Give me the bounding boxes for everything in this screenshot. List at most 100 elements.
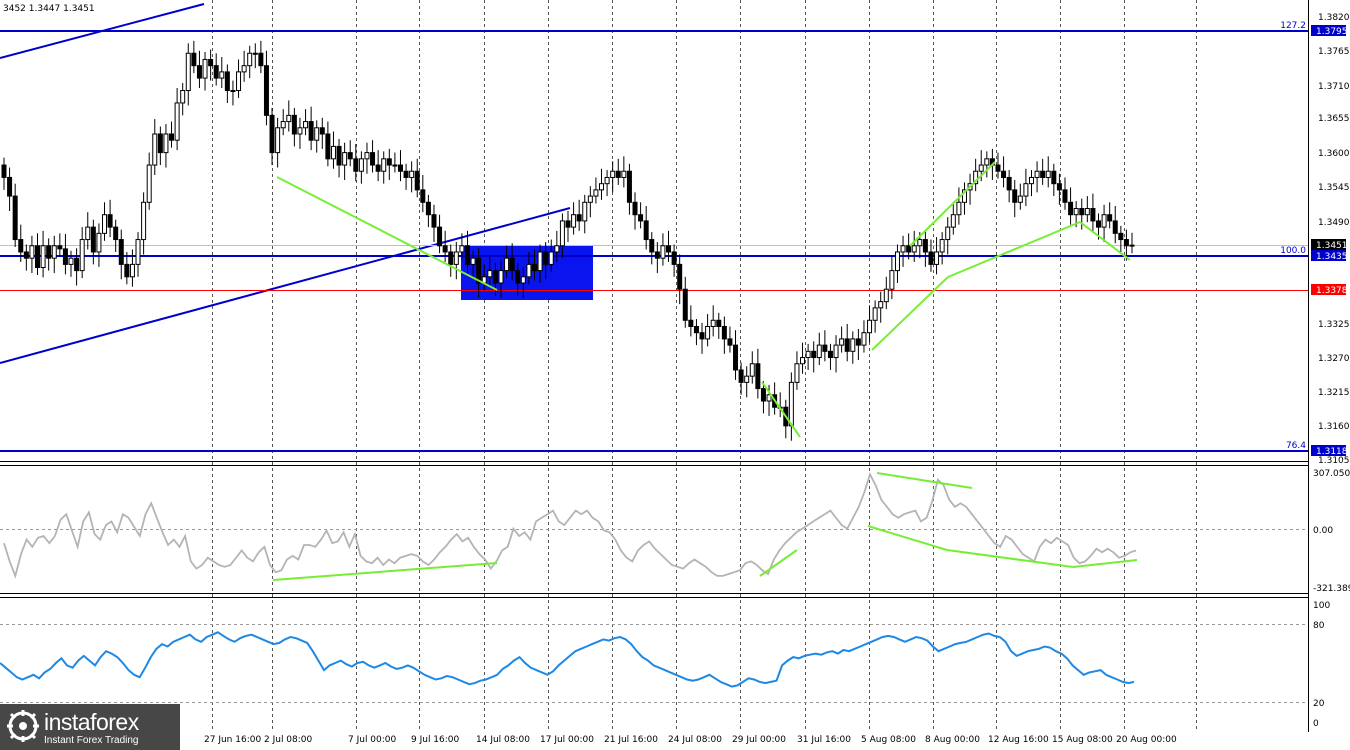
cci-tick-label: 0.00 — [1313, 526, 1333, 536]
candle-body — [180, 90, 186, 104]
candle-body — [638, 214, 644, 222]
candle-body — [1001, 170, 1007, 178]
candle-body — [308, 121, 314, 141]
candle-body — [604, 176, 610, 185]
fib-label: 76.4 — [1286, 441, 1306, 451]
candle-body — [554, 245, 560, 253]
candle-body — [336, 145, 342, 166]
candle-body — [96, 232, 102, 253]
candle-body — [515, 270, 521, 284]
candle-body — [46, 245, 52, 259]
time-tick-label: 20 Aug 00:00 — [1116, 735, 1177, 745]
price-tag-1.3118: 1.3118 — [1311, 445, 1348, 457]
candle-body — [1129, 244, 1135, 247]
candle-body — [102, 214, 108, 234]
candle-body — [811, 350, 817, 359]
candle-body — [219, 71, 225, 79]
cci-tick-label: -321.3899 — [1313, 584, 1350, 594]
candle-body — [950, 214, 956, 228]
candle-body — [738, 369, 744, 383]
candle-body — [956, 201, 962, 216]
price-tag-1.3795: 1.3795 — [1311, 25, 1348, 37]
candle-body — [827, 350, 833, 359]
candle-body — [816, 344, 822, 359]
price-tick-label: 1.3820 — [1318, 13, 1350, 23]
price-axis: 1.3820 1.3765 1.3710 1.3655 1.3600 1.354… — [1318, 13, 1350, 466]
candle-body — [169, 133, 175, 141]
candle-body — [531, 263, 537, 272]
candle-body — [520, 276, 526, 284]
candle-body — [733, 344, 739, 371]
candle-body — [599, 183, 605, 191]
candle-body — [135, 239, 141, 265]
cci-divergence-line — [867, 525, 948, 551]
candle-body — [437, 226, 443, 247]
candle-body — [23, 251, 29, 259]
candle-body — [191, 52, 197, 67]
candle-body — [353, 158, 359, 172]
candle-body — [230, 90, 236, 93]
candle-body — [615, 170, 621, 178]
candle-body — [12, 195, 18, 241]
candle-body — [1084, 208, 1090, 216]
candle-body — [1034, 170, 1040, 178]
candle-body — [934, 251, 940, 265]
price-tag-current: 1.3451 — [1311, 239, 1348, 251]
candle-body — [286, 114, 292, 123]
rsi-tick-label: 100 — [1313, 601, 1330, 611]
candle-body — [537, 251, 543, 272]
time-tick-label: 14 Jul 08:00 — [476, 735, 530, 745]
cci-tick-label: 307.0503 — [1313, 469, 1350, 479]
candle-body — [392, 164, 398, 167]
candle-body — [1073, 208, 1079, 216]
candle-body — [358, 158, 364, 172]
candle-body — [1090, 208, 1096, 222]
candle-body — [906, 245, 912, 253]
pattern-line — [761, 381, 801, 438]
candle-body — [576, 214, 582, 222]
candle-body — [582, 201, 588, 222]
candle-body — [1112, 220, 1118, 234]
rsi-tick-label: 20 — [1313, 699, 1325, 709]
candle-body — [894, 251, 900, 272]
time-tick-label: 29 Jul 00:00 — [732, 735, 786, 745]
candle-body — [453, 251, 459, 265]
channel-line — [0, 207, 571, 364]
candle-body — [252, 52, 258, 55]
candle-body — [403, 170, 409, 178]
candle-body — [800, 357, 806, 365]
candle-body — [643, 220, 649, 241]
candle-body — [883, 288, 889, 303]
candle-body — [571, 214, 577, 228]
candle-body — [543, 251, 549, 265]
candle-body — [185, 52, 191, 92]
candle-body — [291, 114, 297, 135]
candle-body — [1, 164, 7, 178]
candle-body — [297, 127, 303, 135]
candle-body — [208, 58, 214, 67]
pattern-line — [276, 176, 498, 291]
cci-divergence-lines — [272, 472, 1138, 581]
candle-body — [878, 301, 884, 309]
time-tick-label: 31 Jul 16:00 — [797, 735, 851, 745]
candle-body — [688, 319, 694, 327]
price-tick-label: 1.3545 — [1318, 183, 1350, 193]
candle-body — [1095, 220, 1101, 228]
candle-body — [163, 133, 169, 154]
candle-body — [1079, 208, 1085, 216]
candle-body — [559, 220, 565, 247]
candle-body — [107, 214, 113, 228]
candle-body — [90, 226, 96, 253]
price-tag-1.3378: 1.3378 — [1311, 284, 1348, 296]
candle-body — [961, 189, 967, 203]
candle-body — [833, 344, 839, 359]
time-tick-label: 5 Aug 08:00 — [861, 735, 916, 745]
cci-divergence-line — [876, 472, 973, 489]
ohlc-readout: 3452 1.3447 1.3451 — [3, 4, 95, 14]
candle-body — [498, 270, 504, 284]
candle-body — [263, 65, 269, 116]
candle-body — [236, 71, 242, 92]
pattern-lines — [276, 161, 1131, 438]
candle-body — [113, 226, 119, 241]
svg-text:1.3378: 1.3378 — [1316, 286, 1348, 296]
